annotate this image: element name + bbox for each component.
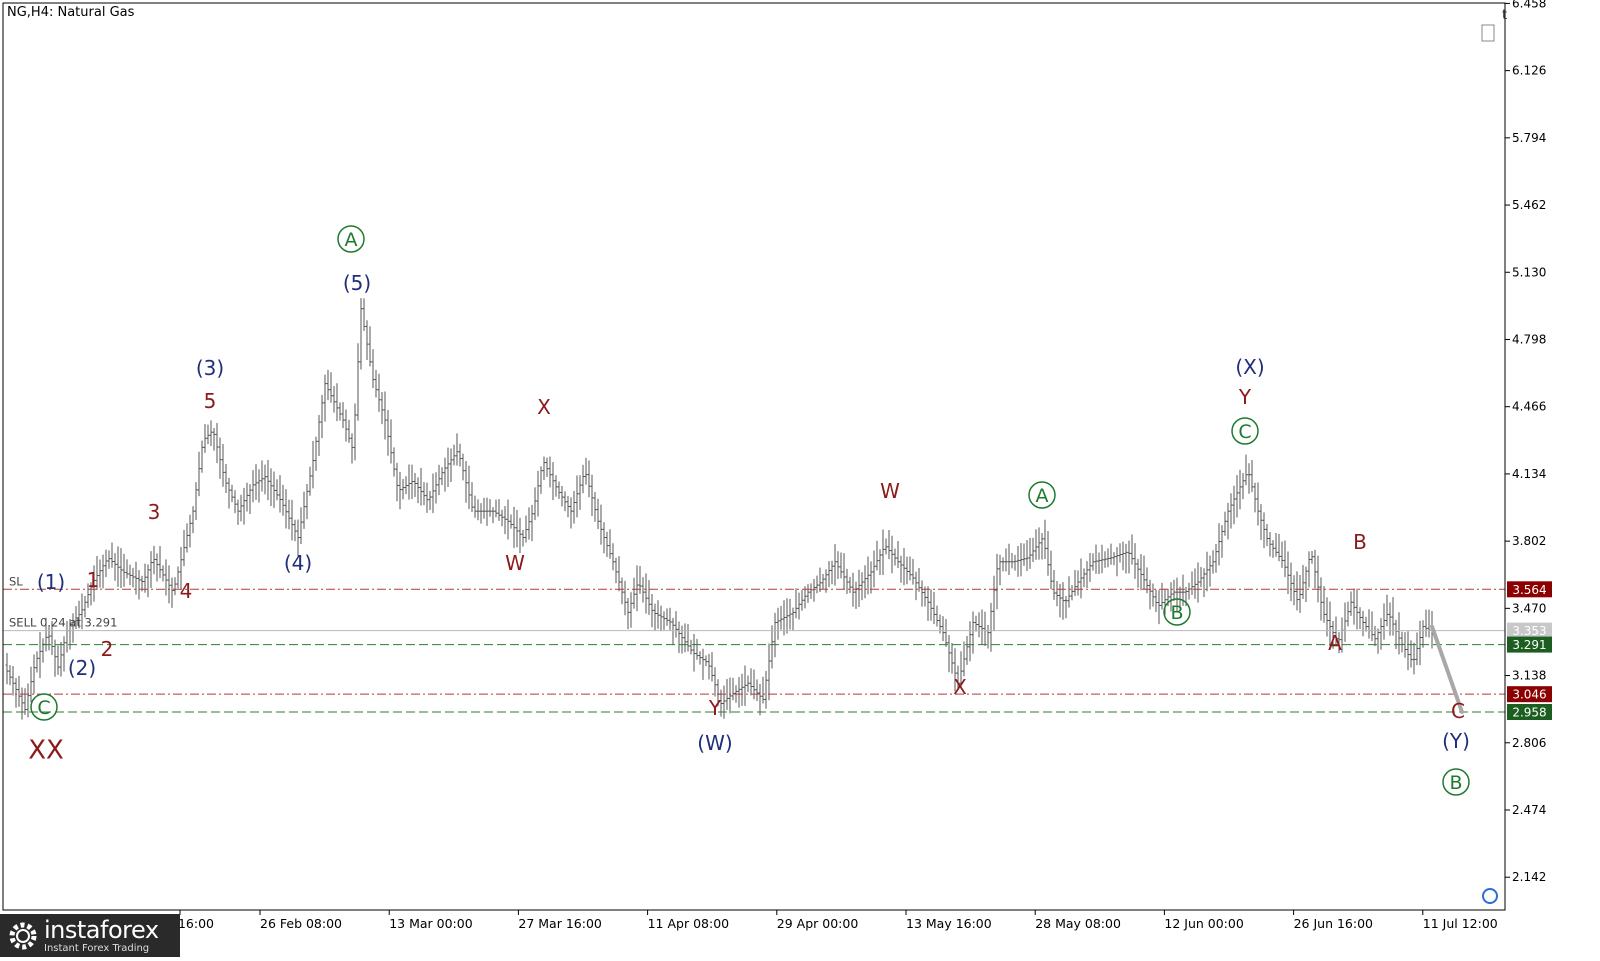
x-tick-label: 28 May 08:00	[1035, 916, 1121, 931]
wave-label: (3)	[196, 356, 224, 380]
y-tick-label: 4.798	[1512, 332, 1546, 346]
y-tick-label: 2.806	[1512, 736, 1546, 750]
y-tick-label: 3.138	[1512, 669, 1546, 683]
tp-green-badge	[1507, 703, 1552, 720]
x-tick-label: 27 Mar 16:00	[518, 916, 602, 931]
y-tick-label: 2.474	[1512, 803, 1546, 817]
y-tick-label: 5.130	[1512, 265, 1546, 279]
y-tick-label: 3.802	[1512, 534, 1546, 548]
brand-tagline: Instant Forex Trading	[44, 942, 150, 954]
y-tick-label: 2.142	[1512, 870, 1546, 884]
wave-label: C	[37, 697, 50, 719]
wave-label: A	[1036, 485, 1049, 507]
x-tick-label: 16:00	[178, 916, 214, 931]
sell-badge	[1507, 622, 1552, 639]
wave-circle	[1028, 481, 1056, 509]
wave-label: XX	[28, 735, 64, 765]
entry-badge	[1507, 636, 1552, 653]
wave-label: A	[1328, 631, 1342, 655]
sell-label: SELL 0.24 at 3.291	[9, 616, 117, 630]
wave-label: 4	[180, 579, 193, 603]
chart-title: NG,H4: Natural Gas	[7, 5, 135, 20]
x-tick-label: 13 Mar 00:00	[389, 916, 473, 931]
brand-name: instaforex	[44, 915, 159, 944]
gear-icon	[9, 922, 37, 949]
y-tick-label: 6.126	[1512, 64, 1546, 78]
y-tick-label: 4.134	[1512, 467, 1546, 481]
wave-label: Y	[708, 696, 722, 720]
wave-circle	[1442, 768, 1470, 796]
wave-label: W	[880, 479, 900, 503]
wave-label: (X)	[1235, 355, 1264, 379]
wave-label: (4)	[284, 551, 312, 575]
plot-frame	[2, 2, 1506, 911]
wave-label: B	[1449, 772, 1462, 794]
wave-circle	[1163, 598, 1191, 626]
scroll-icon	[1482, 888, 1498, 904]
y-tick-label: 6.458	[1512, 0, 1546, 10]
x-tick-label: 11 Jul 12:00	[1423, 916, 1498, 931]
wave-label: Y	[1238, 385, 1252, 409]
wave-circle	[1231, 417, 1259, 445]
wave-label: 5	[204, 389, 217, 413]
wave-label: 2	[101, 637, 114, 661]
y-tick-label: 5.794	[1512, 131, 1546, 145]
price-bars	[5, 298, 1434, 720]
y-tick-label: 4.466	[1512, 400, 1546, 414]
sl-label: SL	[9, 574, 23, 588]
wave-circle	[30, 693, 58, 721]
tp-red-badge-text: 3.046	[1512, 688, 1546, 702]
corner-label: t	[1502, 8, 1508, 23]
wave-label: B	[1170, 602, 1183, 624]
axes: 6.458 6.126 5.794 5.462 5.130 4.798 4.466 4.134…	[2, 0, 1546, 931]
wave-label: C	[1238, 421, 1251, 443]
brand-logo: instaforex Instant Forex Trading	[0, 914, 180, 957]
x-tick-label: 26 Jun 16:00	[1294, 916, 1373, 931]
x-tick-label: 12 Jun 00:00	[1164, 916, 1243, 931]
forecast-line	[1430, 624, 1464, 714]
wave-labels: XXC(1)(2)12345(3)(4)(5)AWXY(W)WXABCY(X)B…	[28, 225, 1470, 796]
y-tick-label: 5.462	[1512, 198, 1546, 212]
sell-badge-text: 3.353	[1512, 624, 1546, 638]
wave-label: (W)	[697, 731, 732, 755]
tp-green-badge-text: 2.958	[1512, 705, 1546, 719]
entry-badge-text: 3.291	[1512, 638, 1546, 652]
x-tick-label: 11 Apr 08:00	[648, 916, 730, 931]
wave-label: (5)	[343, 271, 371, 295]
x-tick-label: 13 May 16:00	[906, 916, 992, 931]
wave-label: C	[1451, 699, 1465, 723]
wave-circle	[337, 225, 365, 253]
x-tick-label: 29 Apr 00:00	[777, 916, 859, 931]
tp-red-badge	[1507, 686, 1552, 703]
sl-badge-text: 3.564	[1512, 583, 1546, 597]
x-tick-label: 26 Feb 08:00	[260, 916, 342, 931]
forecast-path	[1430, 624, 1464, 714]
sl-badge	[1507, 581, 1552, 598]
y-tick-label: 3.470	[1512, 601, 1546, 615]
wave-label: B	[1353, 530, 1367, 554]
wave-label: (2)	[68, 656, 96, 680]
wave-label: A	[345, 229, 358, 251]
wave-label: X	[953, 675, 967, 699]
wave-label: (1)	[37, 570, 65, 594]
wave-label: 1	[87, 568, 100, 592]
wave-label: W	[505, 551, 525, 575]
wave-label: (Y)	[1442, 729, 1470, 753]
wave-label: X	[537, 395, 551, 419]
wave-label: 3	[148, 500, 161, 524]
template-icon	[1481, 24, 1495, 42]
